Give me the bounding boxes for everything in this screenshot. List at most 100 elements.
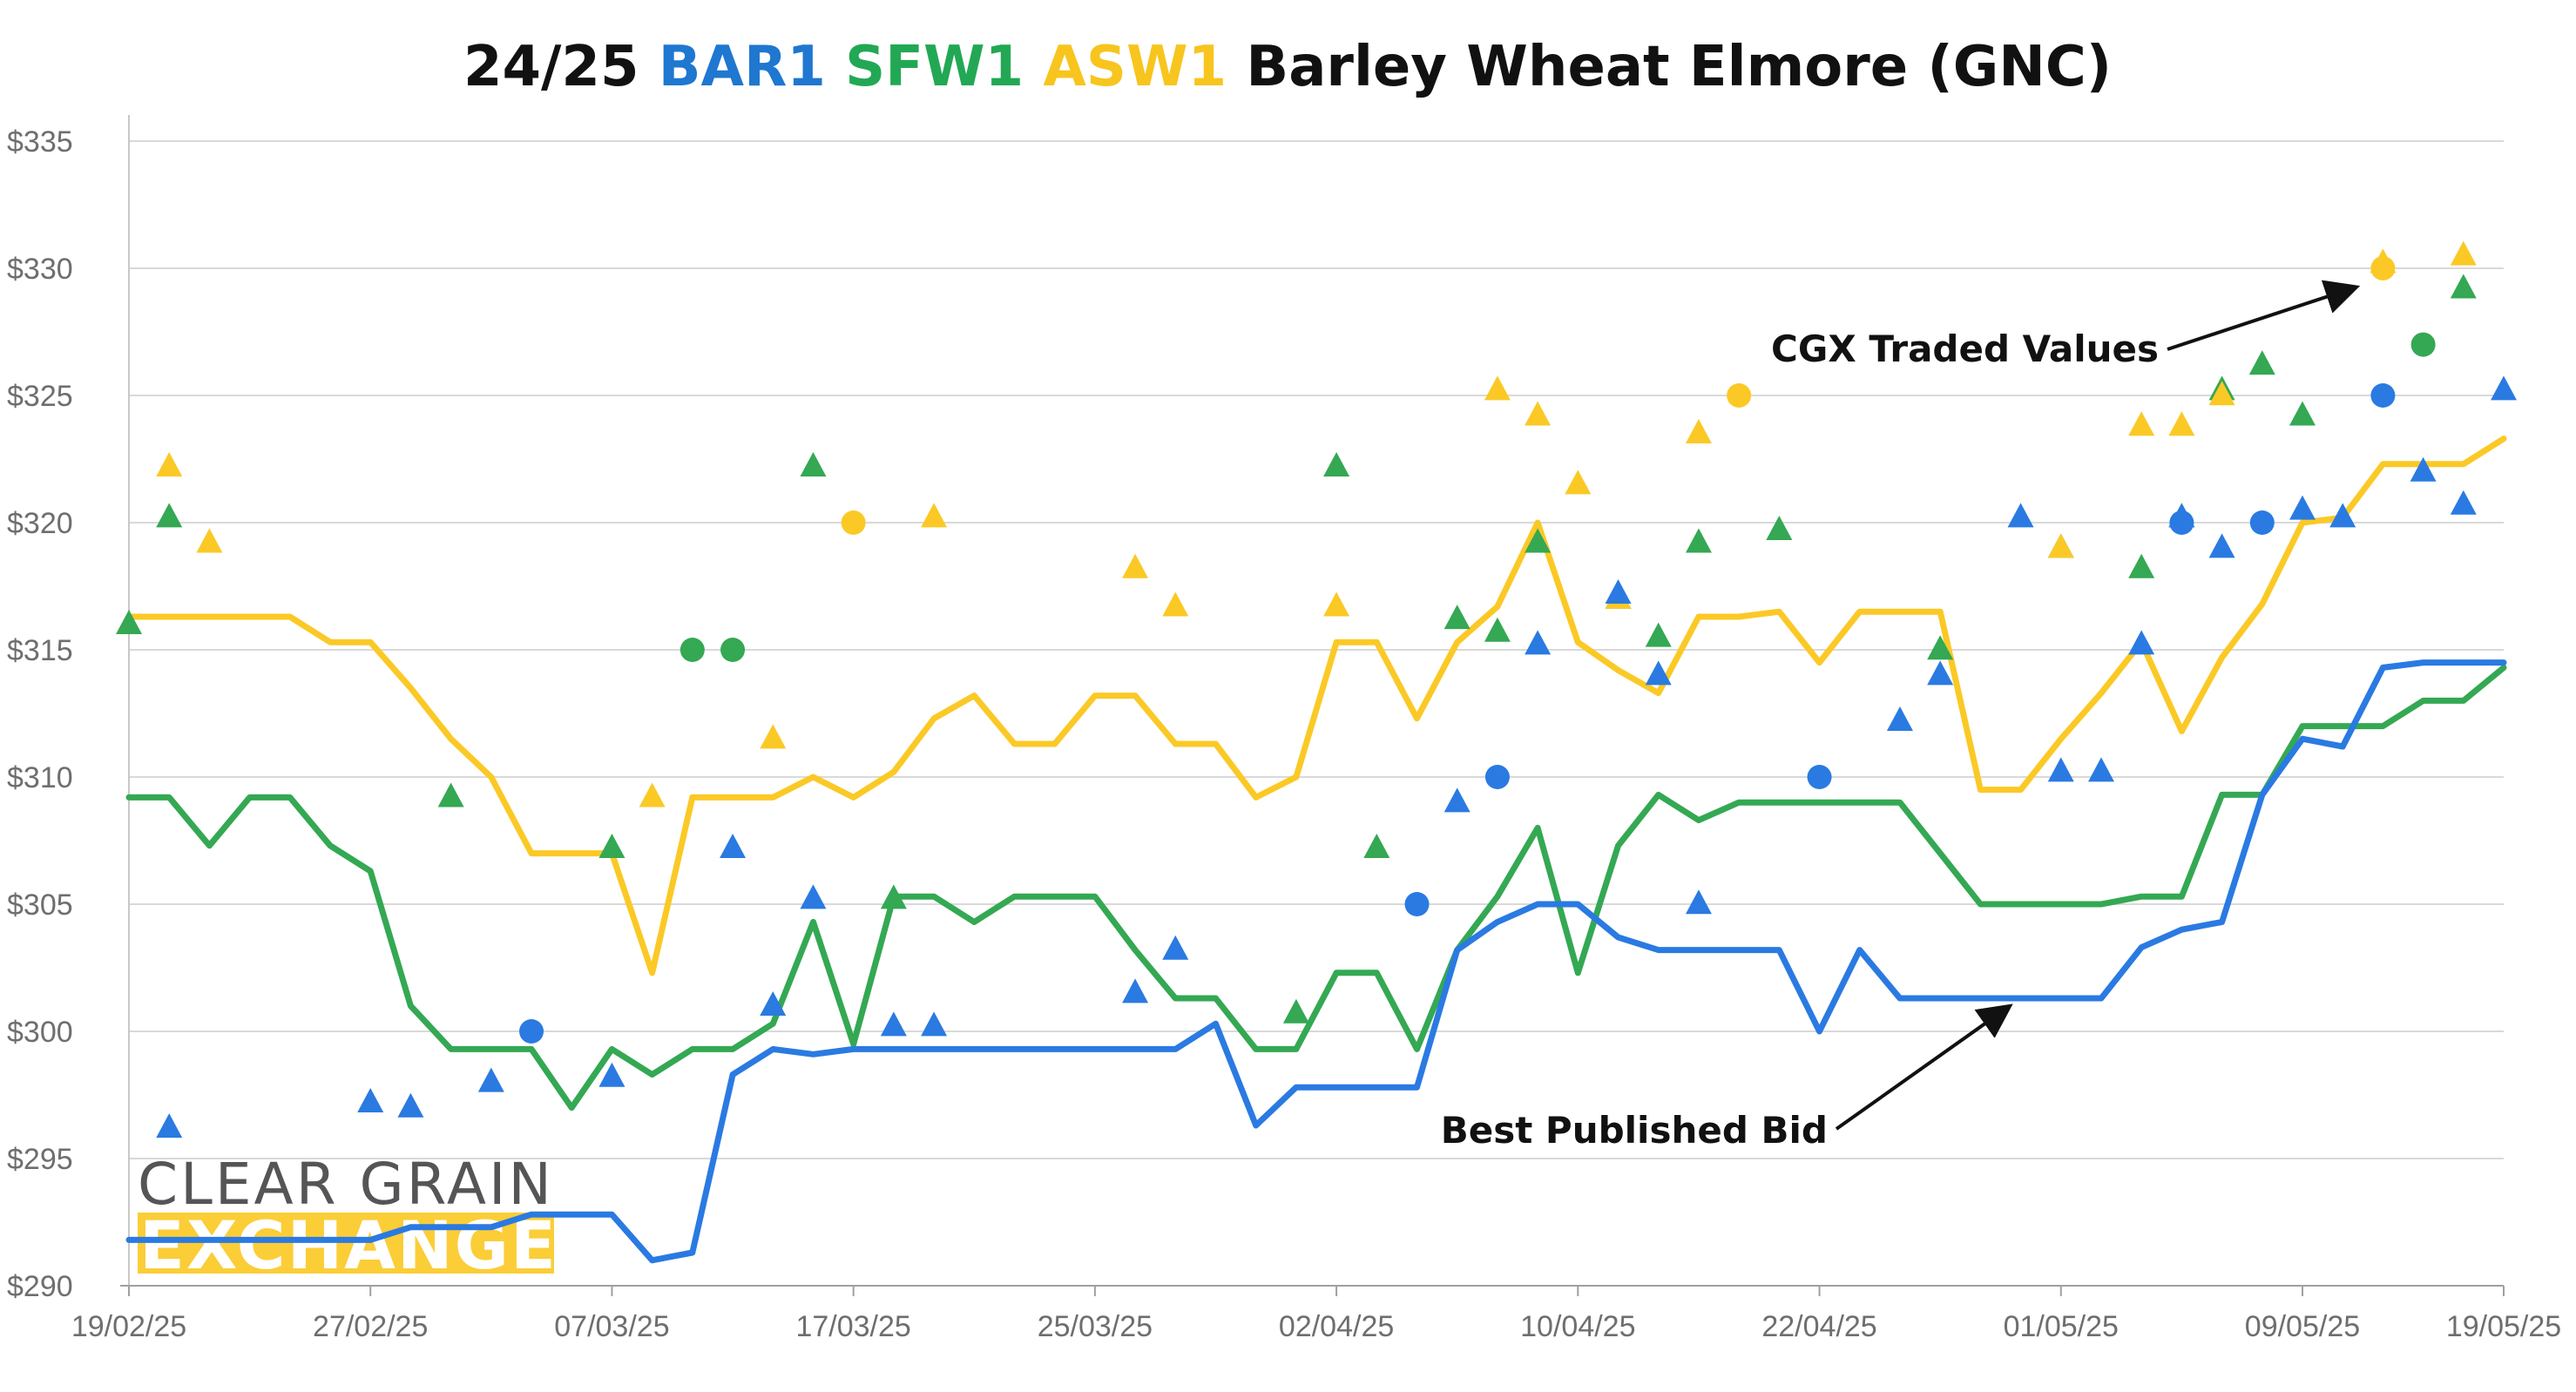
y-tick-label-300: $300 <box>7 1016 73 1049</box>
title-part-6: Barley Wheat Elmore (GNC) <box>1227 35 2112 99</box>
sfw1-triangle-point-8 <box>1363 833 1390 858</box>
x-tick-label-01-05-25: 01/05/25 <box>2004 1310 2119 1343</box>
logo-line-1: CLEAR GRAIN <box>138 1151 554 1218</box>
asw1-triangle-point-12 <box>1685 419 1712 443</box>
sfw1-triangle-point-21 <box>2248 350 2275 375</box>
asw1-triangle-point-16 <box>2208 381 2235 406</box>
x-tick-label-19-02-25: 19/02/25 <box>71 1310 186 1343</box>
asw1-triangle-point-13 <box>2047 533 2074 558</box>
title-part-3: SFW1 <box>845 35 1024 99</box>
sfw1-triangle-point-1 <box>156 503 183 528</box>
bar1-triangle-point-16 <box>1685 889 1712 915</box>
bar1-triangle-point-1 <box>357 1087 384 1112</box>
bar1-triangle-point-9 <box>921 1011 948 1037</box>
x-tick-label-10-04-25: 10/04/25 <box>1520 1310 1635 1343</box>
bar1-triangle-point-8 <box>880 1011 907 1037</box>
bar1-triangle-point-18 <box>1927 660 1954 686</box>
bar1-triangle-point-11 <box>1162 935 1189 960</box>
bar1-triangle-point-4 <box>598 1062 625 1087</box>
asw1-traded-point-1 <box>1727 383 1752 408</box>
y-tick-label-315: $315 <box>7 634 73 667</box>
sfw1-triangle-point-16 <box>1927 635 1954 660</box>
bar1-traded-point-1 <box>1404 892 1430 916</box>
x-tick-label-09-05-25: 09/05/25 <box>2245 1310 2360 1343</box>
bar1-triangle-point-21 <box>2087 757 2114 782</box>
sfw1-triangle-point-4 <box>800 451 827 476</box>
bar1-traded-point-2 <box>1484 765 1510 789</box>
y-tick-label-335: $335 <box>7 125 73 159</box>
bar1-triangle-point-5 <box>720 833 747 858</box>
bar1-triangle-point-13 <box>1525 630 1552 655</box>
bar1-triangle-point-10 <box>1122 978 1149 1003</box>
asw1-triangle-point-10 <box>1565 470 1592 495</box>
x-tick-label-22-04-25: 22/04/25 <box>1761 1310 1876 1343</box>
sfw1-triangle-point-11 <box>1525 528 1552 553</box>
asw1-triangle-point-14 <box>2128 411 2155 436</box>
x-tick-label-07-03-25: 07/03/25 <box>554 1310 669 1343</box>
annotation-cgx-traded-values: CGX Traded Values <box>1771 328 2159 370</box>
title-part-5: ASW1 <box>1043 35 1227 99</box>
y-tick-label-305: $305 <box>7 889 73 922</box>
sfw1-triangle-point-9 <box>1444 605 1471 630</box>
bar1-triangle-point-3 <box>477 1067 504 1092</box>
bar1-triangle-point-14 <box>1605 578 1632 604</box>
bar1-best-bid-line <box>125 659 2507 1264</box>
asw1-triangle-point-6 <box>1162 591 1189 617</box>
bar1-triangle-point-17 <box>1886 706 1913 731</box>
annotation-best-published-bid: Best Published Bid <box>1441 1109 1828 1152</box>
bar1-triangle-point-6 <box>760 991 787 1016</box>
bar1-triangle-point-2 <box>397 1092 424 1118</box>
asw1-triangle-point-7 <box>1323 591 1350 617</box>
bar1-triangle-point-0 <box>156 1113 183 1139</box>
clear-grain-exchange-logo: CLEAR GRAIN EXCHANGE <box>138 1151 558 1284</box>
bar1-triangle-point-22 <box>2128 630 2155 655</box>
bar1-triangle-point-15 <box>1645 660 1672 686</box>
asw1-traded-point-2 <box>2370 256 2396 280</box>
x-tick-label-02-04-25: 02/04/25 <box>1279 1310 1394 1343</box>
asw1-triangle-point-0 <box>156 451 183 476</box>
sfw1-triangle-point-15 <box>1766 515 1793 540</box>
sfw1-triangle-point-14 <box>1685 528 1712 553</box>
series-lines <box>125 436 2507 1264</box>
sfw1-triangle-point-2 <box>437 782 464 807</box>
bar1-triangle-point-20 <box>2047 757 2074 782</box>
sfw1-triangle-point-0 <box>116 610 142 634</box>
title-part-4 <box>1024 35 1043 99</box>
sfw1-triangle-point-23 <box>2450 274 2477 299</box>
asw1-best-bid-line <box>125 436 2507 976</box>
y-tick-label-310: $310 <box>7 761 73 794</box>
y-axis-ticks: $290 $295 $300 $305 $310 $315 $320 $325 $330 $335 <box>7 125 73 1303</box>
x-tick-label-19-05-25: 19/05/25 <box>2446 1310 2561 1343</box>
sfw1-triangle-point-22 <box>2289 401 2316 426</box>
sfw1-triangle-point-18 <box>2128 553 2155 578</box>
sfw1-triangle-point-7 <box>1323 451 1350 476</box>
asw1-triangle-point-2 <box>639 782 666 807</box>
sfw1-triangle-point-3 <box>598 833 625 858</box>
bar1-traded-point-5 <box>2249 510 2275 535</box>
annotation-arrow-cgx-traded-values <box>2167 280 2361 351</box>
bar1-triangle-point-26 <box>2329 503 2356 528</box>
logo-line-2: EXCHANGE <box>139 1206 558 1284</box>
bar1-triangle-point-28 <box>2450 490 2477 515</box>
asw1-triangle-point-8 <box>1484 375 1511 401</box>
asw1-triangle-point-15 <box>2168 411 2195 436</box>
asw1-triangle-point-1 <box>196 528 223 553</box>
asw1-triangle-point-3 <box>760 724 787 749</box>
sfw1-traded-point-1 <box>720 638 746 662</box>
bar1-triangle-point-29 <box>2491 375 2517 401</box>
y-tick-label-320: $320 <box>7 507 73 540</box>
y-tick-label-330: $330 <box>7 253 73 286</box>
bar1-triangle-point-12 <box>1444 787 1471 813</box>
x-axis-ticks: 19/02/25 27/02/25 07/03/25 17/03/25 25/03/25… <box>71 1286 2561 1343</box>
asw1-triangle-point-9 <box>1525 401 1552 426</box>
asw1-traded-point-0 <box>841 510 866 535</box>
asw1-triangle-point-5 <box>1122 553 1149 578</box>
bar1-triangle-point-19 <box>2007 503 2034 528</box>
title-part-2 <box>826 35 845 99</box>
title-part-1: BAR1 <box>659 35 826 99</box>
bar1-triangle-point-24 <box>2208 533 2235 558</box>
x-tick-label-17-03-25: 17/03/25 <box>795 1310 910 1343</box>
axes <box>120 115 2504 1287</box>
bar1-traded-point-3 <box>1807 765 1832 789</box>
